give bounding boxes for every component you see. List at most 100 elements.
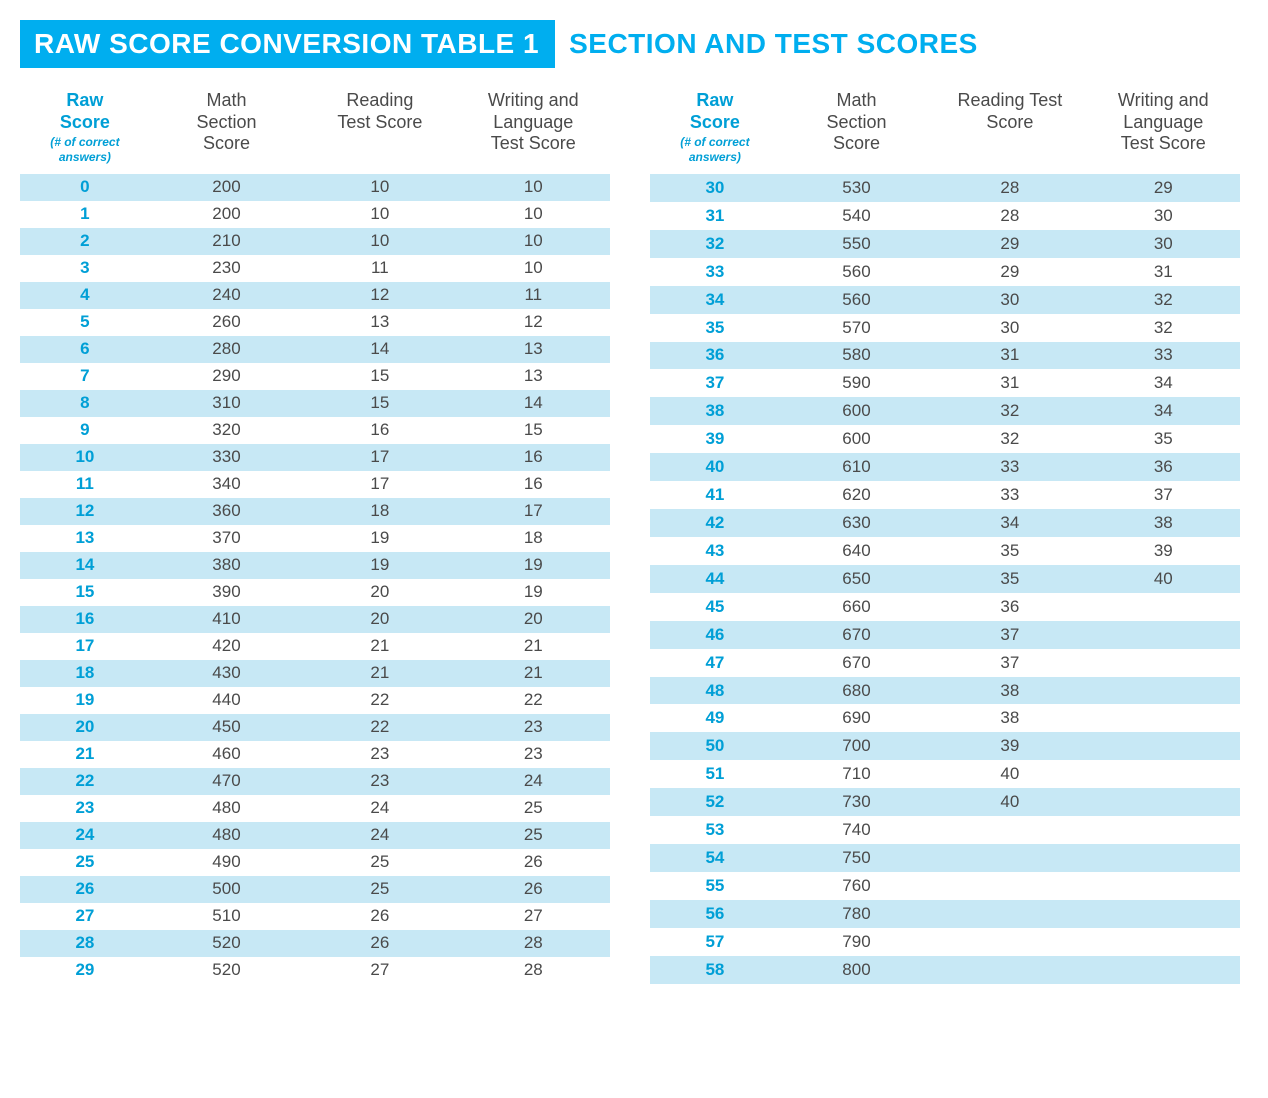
cell-writing-score: 28	[457, 930, 610, 957]
cell-raw-score: 42	[650, 509, 780, 537]
cell-raw-score: 7	[20, 363, 150, 390]
cell-math-score: 330	[150, 444, 303, 471]
cell-writing-score	[1087, 844, 1240, 872]
cell-math-score: 730	[780, 788, 933, 816]
cell-raw-score: 9	[20, 417, 150, 444]
cell-math-score: 290	[150, 363, 303, 390]
col-header-math-l3: Score	[203, 133, 250, 153]
cell-math-score: 530	[780, 174, 933, 202]
cell-raw-score: 36	[650, 342, 780, 370]
table-row: 12001010	[20, 201, 610, 228]
col-header-reading: Reading Test Score	[303, 86, 456, 174]
cell-raw-score: 58	[650, 956, 780, 984]
col-header-reading2-l2: Score	[986, 112, 1033, 132]
cell-raw-score: 11	[20, 471, 150, 498]
table-row: 386003234	[650, 397, 1240, 425]
cell-reading-score: 22	[303, 687, 456, 714]
cell-writing-score: 11	[457, 282, 610, 309]
title-bar: RAW SCORE CONVERSION TABLE 1 SECTION AND…	[20, 20, 1248, 68]
cell-math-score: 410	[150, 606, 303, 633]
cell-raw-score: 15	[20, 579, 150, 606]
cell-raw-score: 0	[20, 174, 150, 201]
cell-writing-score: 34	[1087, 369, 1240, 397]
cell-raw-score: 50	[650, 732, 780, 760]
cell-writing-score: 30	[1087, 202, 1240, 230]
cell-math-score: 280	[150, 336, 303, 363]
cell-raw-score: 57	[650, 928, 780, 956]
table-row: 244802425	[20, 822, 610, 849]
cell-raw-score: 27	[20, 903, 150, 930]
cell-writing-score: 30	[1087, 230, 1240, 258]
col-header-raw-sub1: (# of correct	[26, 135, 144, 149]
cell-writing-score	[1087, 649, 1240, 677]
cell-math-score: 590	[780, 369, 933, 397]
cell-math-score: 580	[780, 342, 933, 370]
table-row: 184302121	[20, 660, 610, 687]
col-header-writing-l1: Writing and	[1118, 90, 1209, 110]
table-row: 56780	[650, 900, 1240, 928]
table-row: 325502930	[650, 230, 1240, 258]
cell-reading-score: 17	[303, 471, 456, 498]
col-header-writing-l2: Language	[1123, 112, 1203, 132]
table-row: 54750	[650, 844, 1240, 872]
cell-writing-score: 37	[1087, 481, 1240, 509]
cell-raw-score: 32	[650, 230, 780, 258]
cell-reading-score: 24	[303, 795, 456, 822]
cell-math-score: 670	[780, 621, 933, 649]
cell-math-score: 700	[780, 732, 933, 760]
cell-math-score: 710	[780, 760, 933, 788]
cell-math-score: 490	[150, 849, 303, 876]
cell-writing-score: 22	[457, 687, 610, 714]
cell-math-score: 640	[780, 537, 933, 565]
cell-reading-score: 28	[933, 174, 1086, 202]
cell-reading-score	[933, 872, 1086, 900]
table-row: 416203337	[650, 481, 1240, 509]
cell-reading-score: 24	[303, 822, 456, 849]
cell-reading-score: 35	[933, 537, 1086, 565]
cell-writing-score: 19	[457, 579, 610, 606]
cell-math-score: 550	[780, 230, 933, 258]
cell-writing-score: 26	[457, 876, 610, 903]
cell-raw-score: 55	[650, 872, 780, 900]
cell-raw-score: 25	[20, 849, 150, 876]
cell-reading-score: 26	[303, 903, 456, 930]
cell-math-score: 240	[150, 282, 303, 309]
cell-writing-score: 21	[457, 660, 610, 687]
cell-raw-score: 43	[650, 537, 780, 565]
cell-reading-score: 16	[303, 417, 456, 444]
table-row: 22101010	[20, 228, 610, 255]
cell-math-score: 440	[150, 687, 303, 714]
col-header-raw-l1: Raw	[696, 90, 733, 110]
cell-writing-score: 36	[1087, 453, 1240, 481]
col-header-writing: Writing and Language Test Score	[1087, 86, 1240, 174]
cell-math-score: 600	[780, 425, 933, 453]
cell-reading-score: 37	[933, 649, 1086, 677]
cell-writing-score	[1087, 816, 1240, 844]
cell-writing-score: 13	[457, 336, 610, 363]
cell-writing-score: 24	[457, 768, 610, 795]
table-row: 55760	[650, 872, 1240, 900]
cell-reading-score: 40	[933, 788, 1086, 816]
cell-reading-score: 19	[303, 525, 456, 552]
cell-math-score: 200	[150, 174, 303, 201]
cell-writing-score: 34	[1087, 397, 1240, 425]
cell-math-score: 790	[780, 928, 933, 956]
table-row: 234802425	[20, 795, 610, 822]
cell-writing-score: 18	[457, 525, 610, 552]
table-row: 275102627	[20, 903, 610, 930]
table-row: 4767037	[650, 649, 1240, 677]
table-row: 265002526	[20, 876, 610, 903]
cell-writing-score: 32	[1087, 286, 1240, 314]
cell-reading-score: 38	[933, 677, 1086, 705]
cell-reading-score: 25	[303, 849, 456, 876]
cell-writing-score: 10	[457, 201, 610, 228]
table-row: 4969038	[650, 704, 1240, 732]
table-row: 143801919	[20, 552, 610, 579]
cell-writing-score: 33	[1087, 342, 1240, 370]
cell-writing-score: 28	[457, 957, 610, 984]
cell-math-score: 760	[780, 872, 933, 900]
cell-raw-score: 18	[20, 660, 150, 687]
cell-math-score: 420	[150, 633, 303, 660]
cell-writing-score: 25	[457, 822, 610, 849]
cell-math-score: 360	[150, 498, 303, 525]
